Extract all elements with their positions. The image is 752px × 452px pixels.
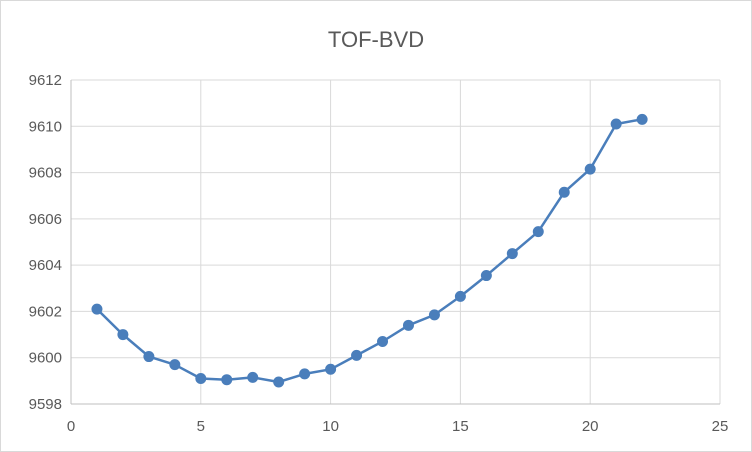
data-point: [506, 248, 518, 260]
data-point: [91, 303, 103, 315]
data-point: [532, 226, 544, 238]
y-tick-label: 9602: [29, 303, 62, 320]
x-tick-label: 0: [67, 418, 75, 435]
x-tick-label: 20: [582, 418, 599, 435]
series-line: [96, 118, 643, 384]
data-point: [325, 363, 337, 375]
y-tick-label: 9610: [29, 118, 62, 135]
x-tick-label: 10: [322, 418, 339, 435]
data-point: [117, 329, 129, 341]
y-tick-label: 9600: [29, 350, 62, 367]
gridlines: [70, 79, 721, 405]
data-point: [454, 290, 466, 302]
data-point: [143, 351, 155, 363]
x-tick-label: 5: [197, 418, 205, 435]
data-point: [428, 309, 440, 321]
data-point: [584, 163, 596, 175]
series: [91, 113, 648, 388]
y-tick-label: 9608: [29, 165, 62, 182]
data-point: [195, 373, 207, 385]
data-point: [247, 371, 259, 383]
data-point: [299, 368, 311, 380]
axes: 9598 9600 9602 9604 9606 9608 9610 9612 0 5 10 15 20…: [29, 72, 729, 435]
y-tick-label: 9606: [29, 211, 62, 228]
data-point: [221, 374, 233, 386]
data-point: [480, 270, 492, 282]
y-tick-label: 9604: [29, 257, 62, 274]
data-point: [610, 118, 622, 130]
x-tick-label: 25: [712, 418, 729, 435]
data-point: [402, 319, 414, 331]
data-point: [377, 336, 389, 348]
x-tick-label: 15: [452, 418, 469, 435]
data-point: [351, 349, 363, 361]
data-point: [636, 113, 648, 125]
chart-title: TOF-BVD: [327, 27, 425, 52]
data-point: [169, 359, 181, 371]
data-point: [273, 376, 285, 388]
y-tick-label: 9598: [29, 396, 62, 413]
data-point: [558, 186, 570, 198]
y-tick-label: 9612: [29, 72, 62, 89]
